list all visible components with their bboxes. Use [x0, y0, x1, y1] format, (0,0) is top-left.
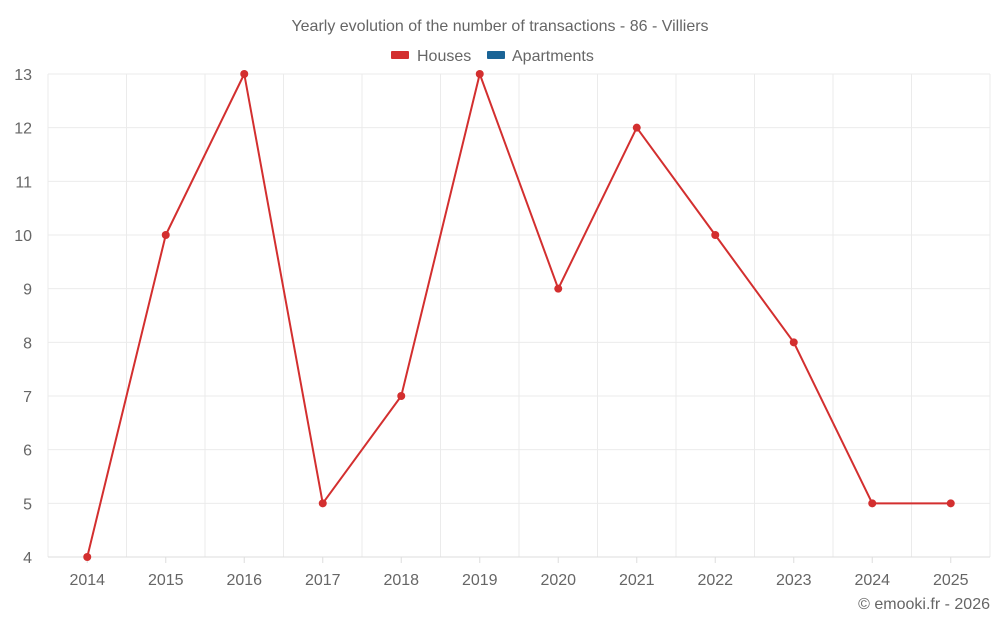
y-tick-label: 6	[23, 443, 32, 460]
data-point-houses	[161, 231, 170, 239]
series-area	[83, 70, 955, 561]
y-tick-label: 12	[14, 121, 32, 138]
x-tick-label: 2014	[69, 572, 105, 589]
x-tick-label: 2020	[540, 572, 576, 589]
x-tick-label: 2024	[854, 572, 890, 589]
x-tick-label: 2015	[148, 572, 184, 589]
data-point-houses	[83, 553, 92, 561]
grid	[47, 73, 991, 557]
legend-swatch-apartments	[487, 51, 505, 59]
chart-title: Yearly evolution of the number of transa…	[291, 18, 708, 35]
data-point-houses	[868, 499, 877, 508]
legend: Houses Apartments	[391, 48, 594, 65]
legend-label-houses: Houses	[417, 48, 471, 65]
data-point-houses	[632, 123, 641, 132]
data-point-houses	[318, 499, 327, 508]
y-tick-label: 4	[23, 550, 32, 567]
legend-item-apartments[interactable]: Apartments	[487, 48, 594, 65]
axes: 4 5 6 7 8 9 10 11 12 13 2014 2015 2016 2017 2018 2019 20…	[14, 67, 990, 589]
x-tick-label: 2022	[697, 572, 733, 589]
y-tick-label: 8	[23, 335, 32, 352]
data-point-houses	[240, 70, 249, 78]
x-tick-label: 2018	[383, 572, 419, 589]
legend-item-houses[interactable]: Houses	[391, 48, 471, 65]
x-tick-label: 2025	[933, 572, 969, 589]
y-tick-label: 7	[23, 389, 32, 406]
legend-swatch-houses	[391, 51, 409, 59]
x-tick-label: 2016	[226, 572, 262, 589]
x-tick-label: 2017	[305, 572, 341, 589]
data-point-houses	[946, 499, 955, 508]
x-tick-label: 2021	[619, 572, 655, 589]
y-tick-label: 10	[14, 228, 32, 245]
data-point-houses	[789, 338, 798, 347]
data-point-houses	[475, 70, 484, 78]
data-point-houses	[711, 231, 720, 239]
credit-text: © emooki.fr - 2026	[858, 596, 990, 613]
x-tick-label: 2019	[462, 572, 498, 589]
y-tick-label: 11	[15, 174, 32, 191]
y-tick-label: 13	[14, 67, 32, 84]
data-point-houses	[397, 392, 406, 400]
x-tick-label: 2023	[776, 572, 812, 589]
y-tick-label: 5	[23, 496, 32, 513]
series-line-houses	[86, 73, 951, 558]
data-point-houses	[554, 284, 563, 293]
y-tick-label: 9	[23, 282, 32, 299]
legend-label-apartments: Apartments	[512, 48, 594, 65]
